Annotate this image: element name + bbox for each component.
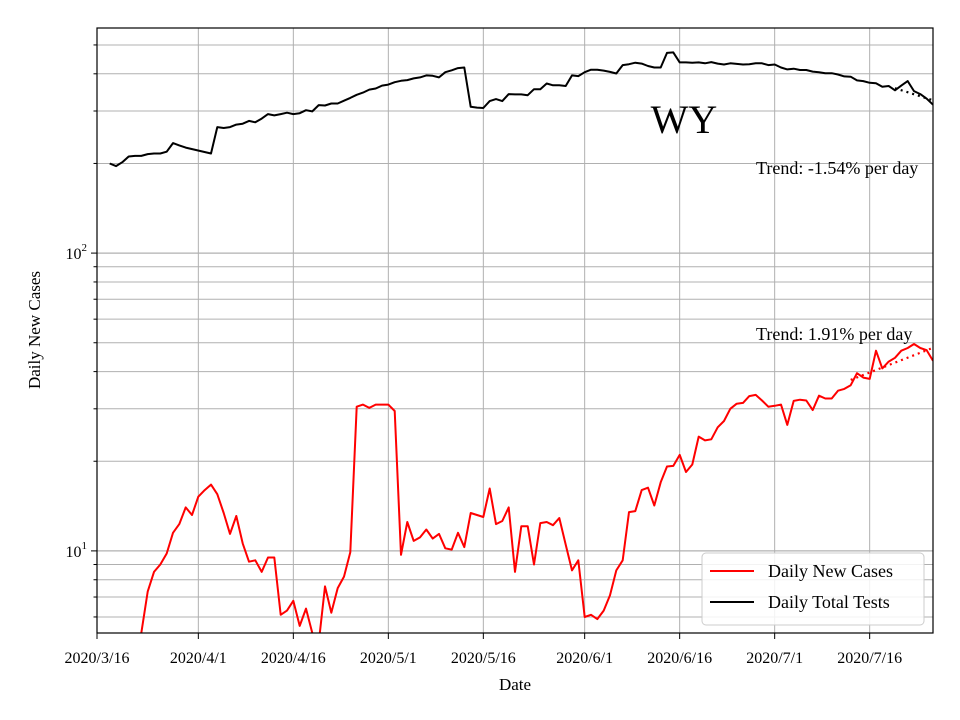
trend-line-3	[894, 87, 933, 102]
x-tick-label: 2020/6/16	[647, 650, 712, 667]
x-tick-label: 2020/4/1	[170, 650, 227, 667]
plot-frame	[96, 27, 934, 634]
state-annotation: WY	[651, 97, 718, 142]
trend-cases-annotation: Trend: 1.91% per day	[756, 324, 912, 344]
series-line-1	[109, 51, 933, 168]
legend: Daily New Cases Daily Total Tests	[701, 552, 925, 626]
x-tick-label: 2020/5/1	[360, 650, 417, 667]
legend-label-tests: Daily Total Tests	[768, 592, 890, 612]
x-tick-label: 2020/7/16	[837, 650, 902, 667]
y-tick-label: 101	[66, 540, 88, 561]
legend-box	[701, 552, 925, 626]
trend-line-2	[850, 346, 933, 381]
x-tick-label: 2020/7/1	[746, 650, 803, 667]
x-tick-label: 2020/3/16	[65, 650, 130, 667]
x-tick-label: 2020/4/16	[261, 650, 326, 667]
x-axis-label: Date	[499, 675, 531, 694]
y-tick-label: 102	[66, 242, 88, 263]
x-tick-label: 2020/5/16	[451, 650, 516, 667]
grid	[96, 28, 933, 633]
ticks: 2020/3/16 2020/4/1 2020/4/16 2020/5/1 2020/5…	[65, 44, 902, 667]
y-axis-label: Daily New Cases	[25, 271, 44, 389]
legend-label-cases: Daily New Cases	[768, 561, 893, 581]
series-line-0	[140, 343, 933, 633]
x-tick-label: 2020/6/1	[556, 650, 613, 667]
trend-tests-annotation: Trend: -1.54% per day	[756, 158, 918, 178]
plot-lines	[109, 51, 933, 633]
